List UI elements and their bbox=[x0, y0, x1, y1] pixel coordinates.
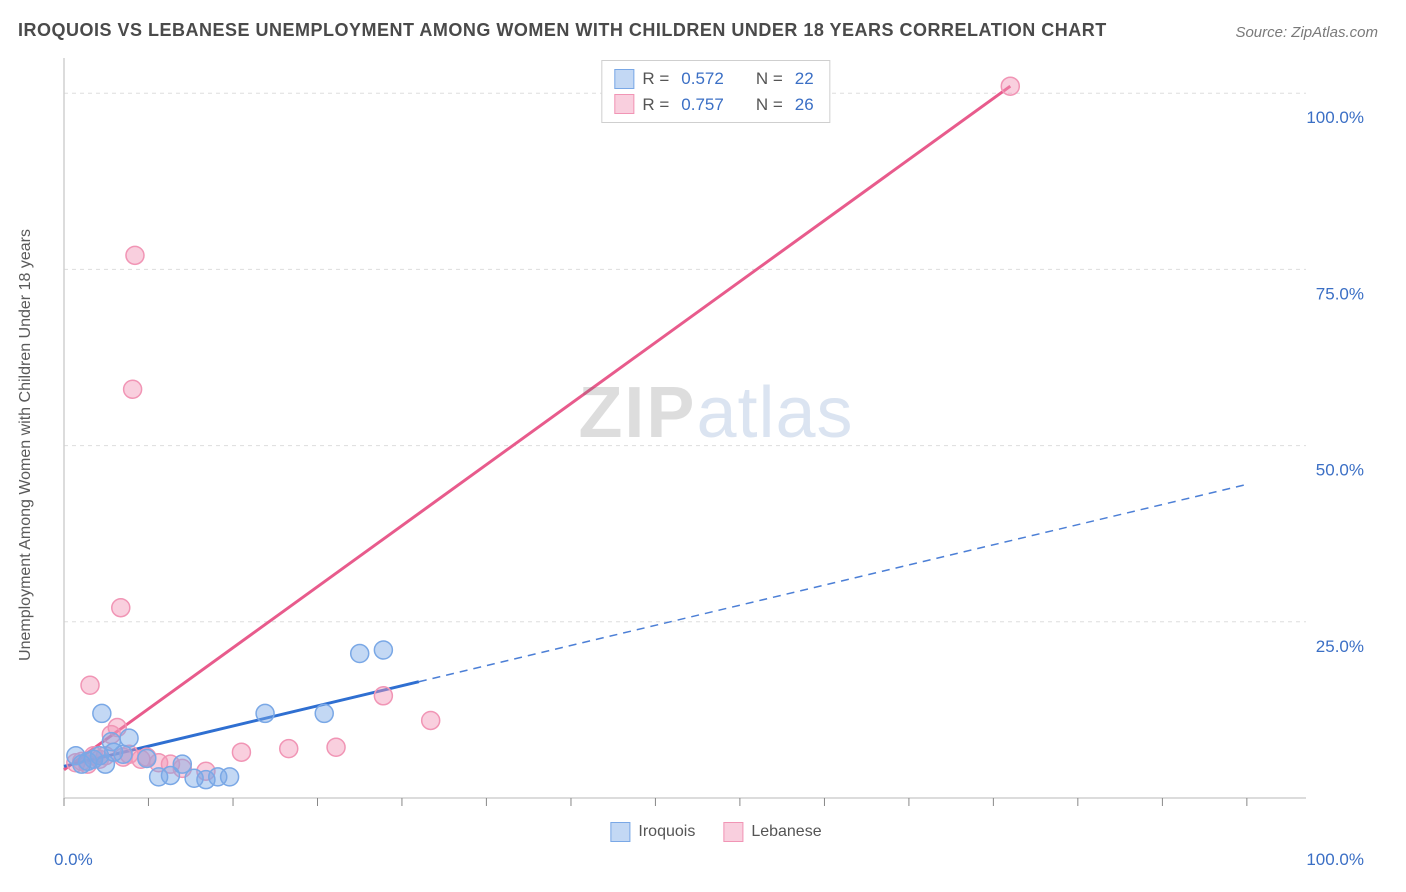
swatch-lebanese bbox=[614, 94, 634, 114]
legend-label-iroquois: Iroquois bbox=[638, 823, 695, 841]
legend-item-iroquois: Iroquois bbox=[610, 822, 695, 842]
swatch-iroquois bbox=[614, 69, 634, 89]
chart-source: Source: ZipAtlas.com bbox=[1235, 24, 1378, 41]
chart-title: IROQUOIS VS LEBANESE UNEMPLOYMENT AMONG … bbox=[18, 20, 1107, 41]
legend-row-iroquois: R = 0.572 N = 22 bbox=[614, 66, 817, 92]
svg-text:50.0%: 50.0% bbox=[1316, 461, 1364, 480]
r-label: R = bbox=[642, 92, 669, 118]
x-axis-max-label: 100.0% bbox=[1306, 850, 1364, 870]
legend-item-lebanese: Lebanese bbox=[723, 822, 821, 842]
x-axis-min-label: 0.0% bbox=[54, 850, 93, 870]
r-label: R = bbox=[642, 66, 669, 92]
svg-text:25.0%: 25.0% bbox=[1316, 637, 1364, 656]
r-value-iroquois: 0.572 bbox=[681, 66, 724, 92]
r-value-lebanese: 0.757 bbox=[681, 92, 724, 118]
swatch-lebanese-icon bbox=[723, 822, 743, 842]
series-legend: Iroquois Lebanese bbox=[610, 822, 821, 842]
chart-canvas: 25.0% 50.0% 75.0% 100.0% bbox=[56, 50, 1376, 840]
n-value-iroquois: 22 bbox=[795, 66, 814, 92]
svg-text:75.0%: 75.0% bbox=[1316, 284, 1364, 303]
correlation-legend: R = 0.572 N = 22 R = 0.757 N = 26 bbox=[601, 60, 830, 123]
legend-label-lebanese: Lebanese bbox=[751, 823, 821, 841]
scatter-plot: Unemployment Among Women with Children U… bbox=[56, 50, 1376, 840]
svg-text:100.0%: 100.0% bbox=[1306, 108, 1364, 127]
n-label: N = bbox=[756, 92, 783, 118]
swatch-iroquois-icon bbox=[610, 822, 630, 842]
y-axis-label: Unemployment Among Women with Children U… bbox=[17, 229, 35, 661]
legend-row-lebanese: R = 0.757 N = 26 bbox=[614, 92, 817, 118]
n-label: N = bbox=[756, 66, 783, 92]
n-value-lebanese: 26 bbox=[795, 92, 814, 118]
